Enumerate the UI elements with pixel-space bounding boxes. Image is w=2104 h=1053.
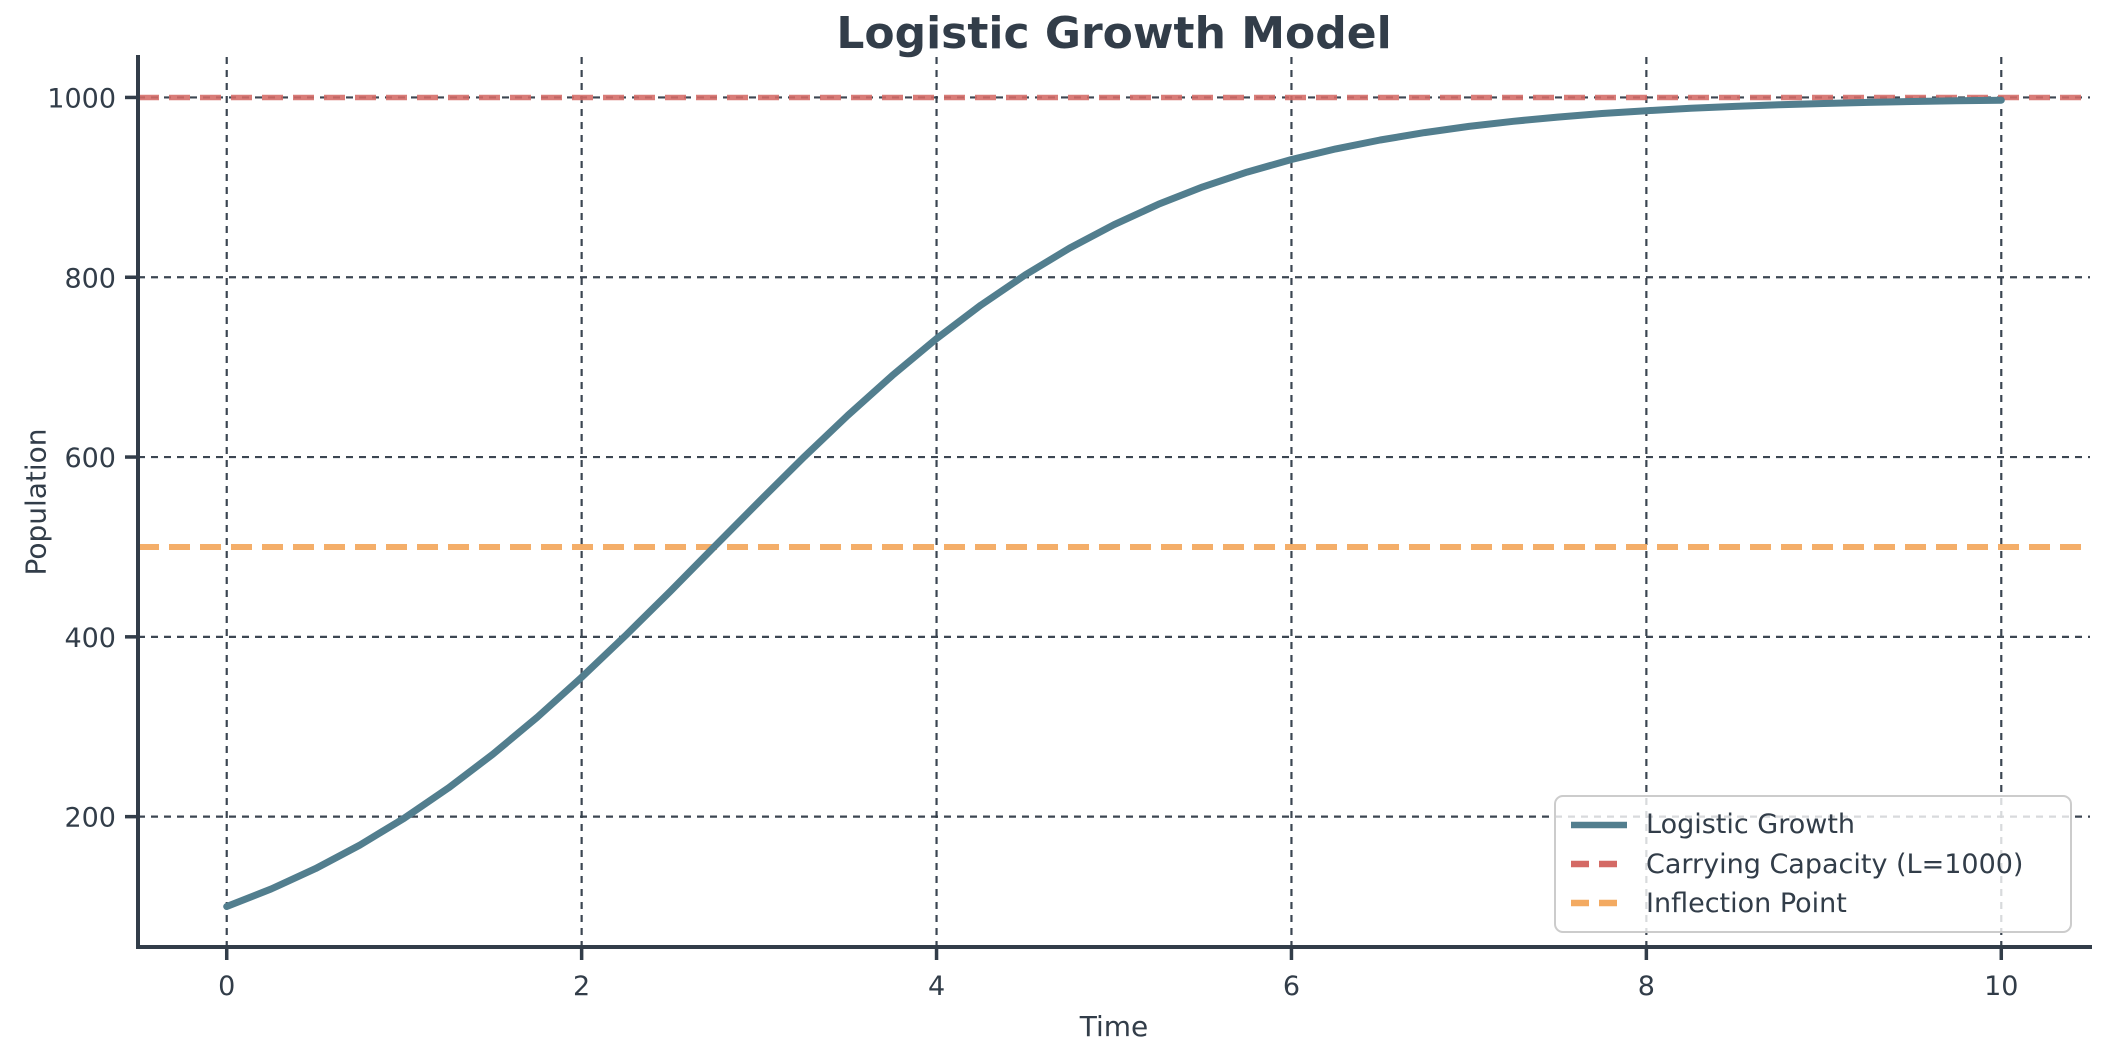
x-tick-label: 4 [928, 971, 945, 1002]
legend-entry-logistic-growth: Logistic Growth [1570, 809, 2060, 840]
y-tick-label: 1000 [47, 83, 116, 114]
x-axis-label: Time [1079, 1010, 1149, 1043]
legend-line-solid-icon [1571, 821, 1627, 828]
legend: Logistic Growth Carrying Capacity (L=100… [1554, 795, 2072, 933]
x-tick-label: 2 [573, 971, 590, 1002]
legend-label: Inflection Point [1646, 887, 1847, 919]
legend-label: Logistic Growth [1646, 809, 1856, 841]
legend-entry-inflection-point: Inflection Point [1570, 888, 2060, 919]
x-tick-label: 8 [1638, 971, 1655, 1002]
logistic-growth-curve [223, 96, 2005, 910]
x-tick-label: 10 [1984, 971, 2018, 1002]
y-axis-label: Population [19, 428, 53, 576]
y-tick-label: 200 [64, 803, 116, 834]
legend-line-dashed-red-icon [1571, 860, 1627, 868]
x-tick-label: 0 [218, 971, 235, 1002]
legend-entry-carrying-capacity: Carrying Capacity (L=1000) [1570, 849, 2060, 880]
legend-label: Carrying Capacity (L=1000) [1646, 848, 2024, 880]
y-tick-label: 600 [64, 443, 116, 474]
x-tick-label: 6 [1283, 971, 1300, 1002]
legend-line-dashed-orange-icon [1571, 900, 1627, 907]
chart-title: Logistic Growth Model [836, 8, 1392, 59]
y-tick-label: 800 [64, 263, 116, 294]
y-tick-label: 400 [64, 623, 116, 654]
